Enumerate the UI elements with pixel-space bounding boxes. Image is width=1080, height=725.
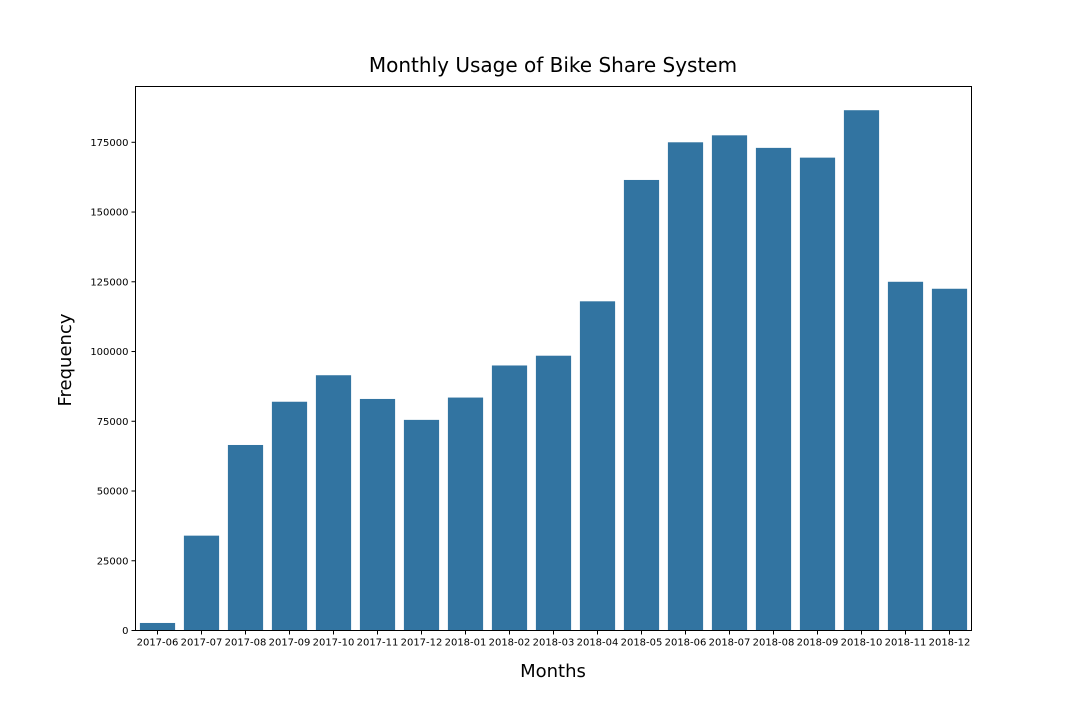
x-tick-label: 2018-09 <box>797 638 839 649</box>
bar-2018-09 <box>799 157 836 631</box>
y-tick-label: 50000 <box>97 487 129 498</box>
x-tick-label: 2018-04 <box>577 638 619 649</box>
y-tick-label: 25000 <box>97 556 129 567</box>
x-tick-label: 2017-12 <box>401 638 443 649</box>
y-axis-label: Frequency <box>55 313 76 406</box>
y-tick-label: 150000 <box>90 208 128 219</box>
y-axis-ticks: 0 25000 50000 75000 100000 125000 150000 175000 <box>90 138 136 637</box>
bar-2018-12 <box>931 288 968 631</box>
bar-2018-08 <box>755 147 792 631</box>
x-axis-label: Months <box>520 661 586 682</box>
x-tick-label: 2017-08 <box>225 638 267 649</box>
x-tick-label: 2017-06 <box>137 638 179 649</box>
y-tick-label: 100000 <box>90 347 128 358</box>
bar-2017-07 <box>183 535 220 631</box>
bar-2018-03 <box>535 355 572 631</box>
bars-group <box>139 110 968 631</box>
bar-2018-02 <box>491 365 528 631</box>
y-tick-label: 75000 <box>97 417 129 428</box>
x-tick-label: 2018-12 <box>929 638 971 649</box>
bar-2018-05 <box>623 179 660 631</box>
plot-frame <box>135 86 972 631</box>
y-tick-label: 0 <box>122 626 128 637</box>
x-tick-label: 2017-09 <box>269 638 311 649</box>
bar-2017-11 <box>359 398 396 631</box>
bar-2017-10 <box>315 375 352 631</box>
x-tick-label: 2018-03 <box>533 638 575 649</box>
x-tick-label: 2018-02 <box>489 638 531 649</box>
y-tick-label: 175000 <box>90 138 128 149</box>
x-tick-label: 2018-10 <box>841 638 883 649</box>
bar-2018-10 <box>843 110 880 631</box>
chart-title: Monthly Usage of Bike Share System <box>369 53 737 77</box>
x-tick-label: 2017-07 <box>181 638 223 649</box>
x-axis-ticks: 2017-06 2017-07 2017-08 2017-09 2017-10 2017-… <box>137 630 971 649</box>
x-tick-label: 2018-01 <box>445 638 487 649</box>
bar-2018-07 <box>711 135 748 631</box>
y-tick-label: 125000 <box>90 277 128 288</box>
x-tick-label: 2018-08 <box>753 638 795 649</box>
bar-2018-04 <box>579 301 616 631</box>
bar-2017-08 <box>227 444 264 631</box>
x-tick-label: 2018-11 <box>885 638 927 649</box>
bar-2017-12 <box>403 419 440 631</box>
bar-2018-11 <box>887 281 924 631</box>
x-tick-label: 2017-10 <box>313 638 355 649</box>
bar-2017-09 <box>271 401 308 631</box>
x-tick-label: 2018-07 <box>709 638 751 649</box>
x-tick-label: 2018-05 <box>621 638 663 649</box>
bar-2017-06 <box>139 622 176 631</box>
x-tick-label: 2017-11 <box>357 638 399 649</box>
bar-2018-01 <box>447 397 484 631</box>
x-tick-label: 2018-06 <box>665 638 707 649</box>
bar-2018-06 <box>667 142 704 631</box>
